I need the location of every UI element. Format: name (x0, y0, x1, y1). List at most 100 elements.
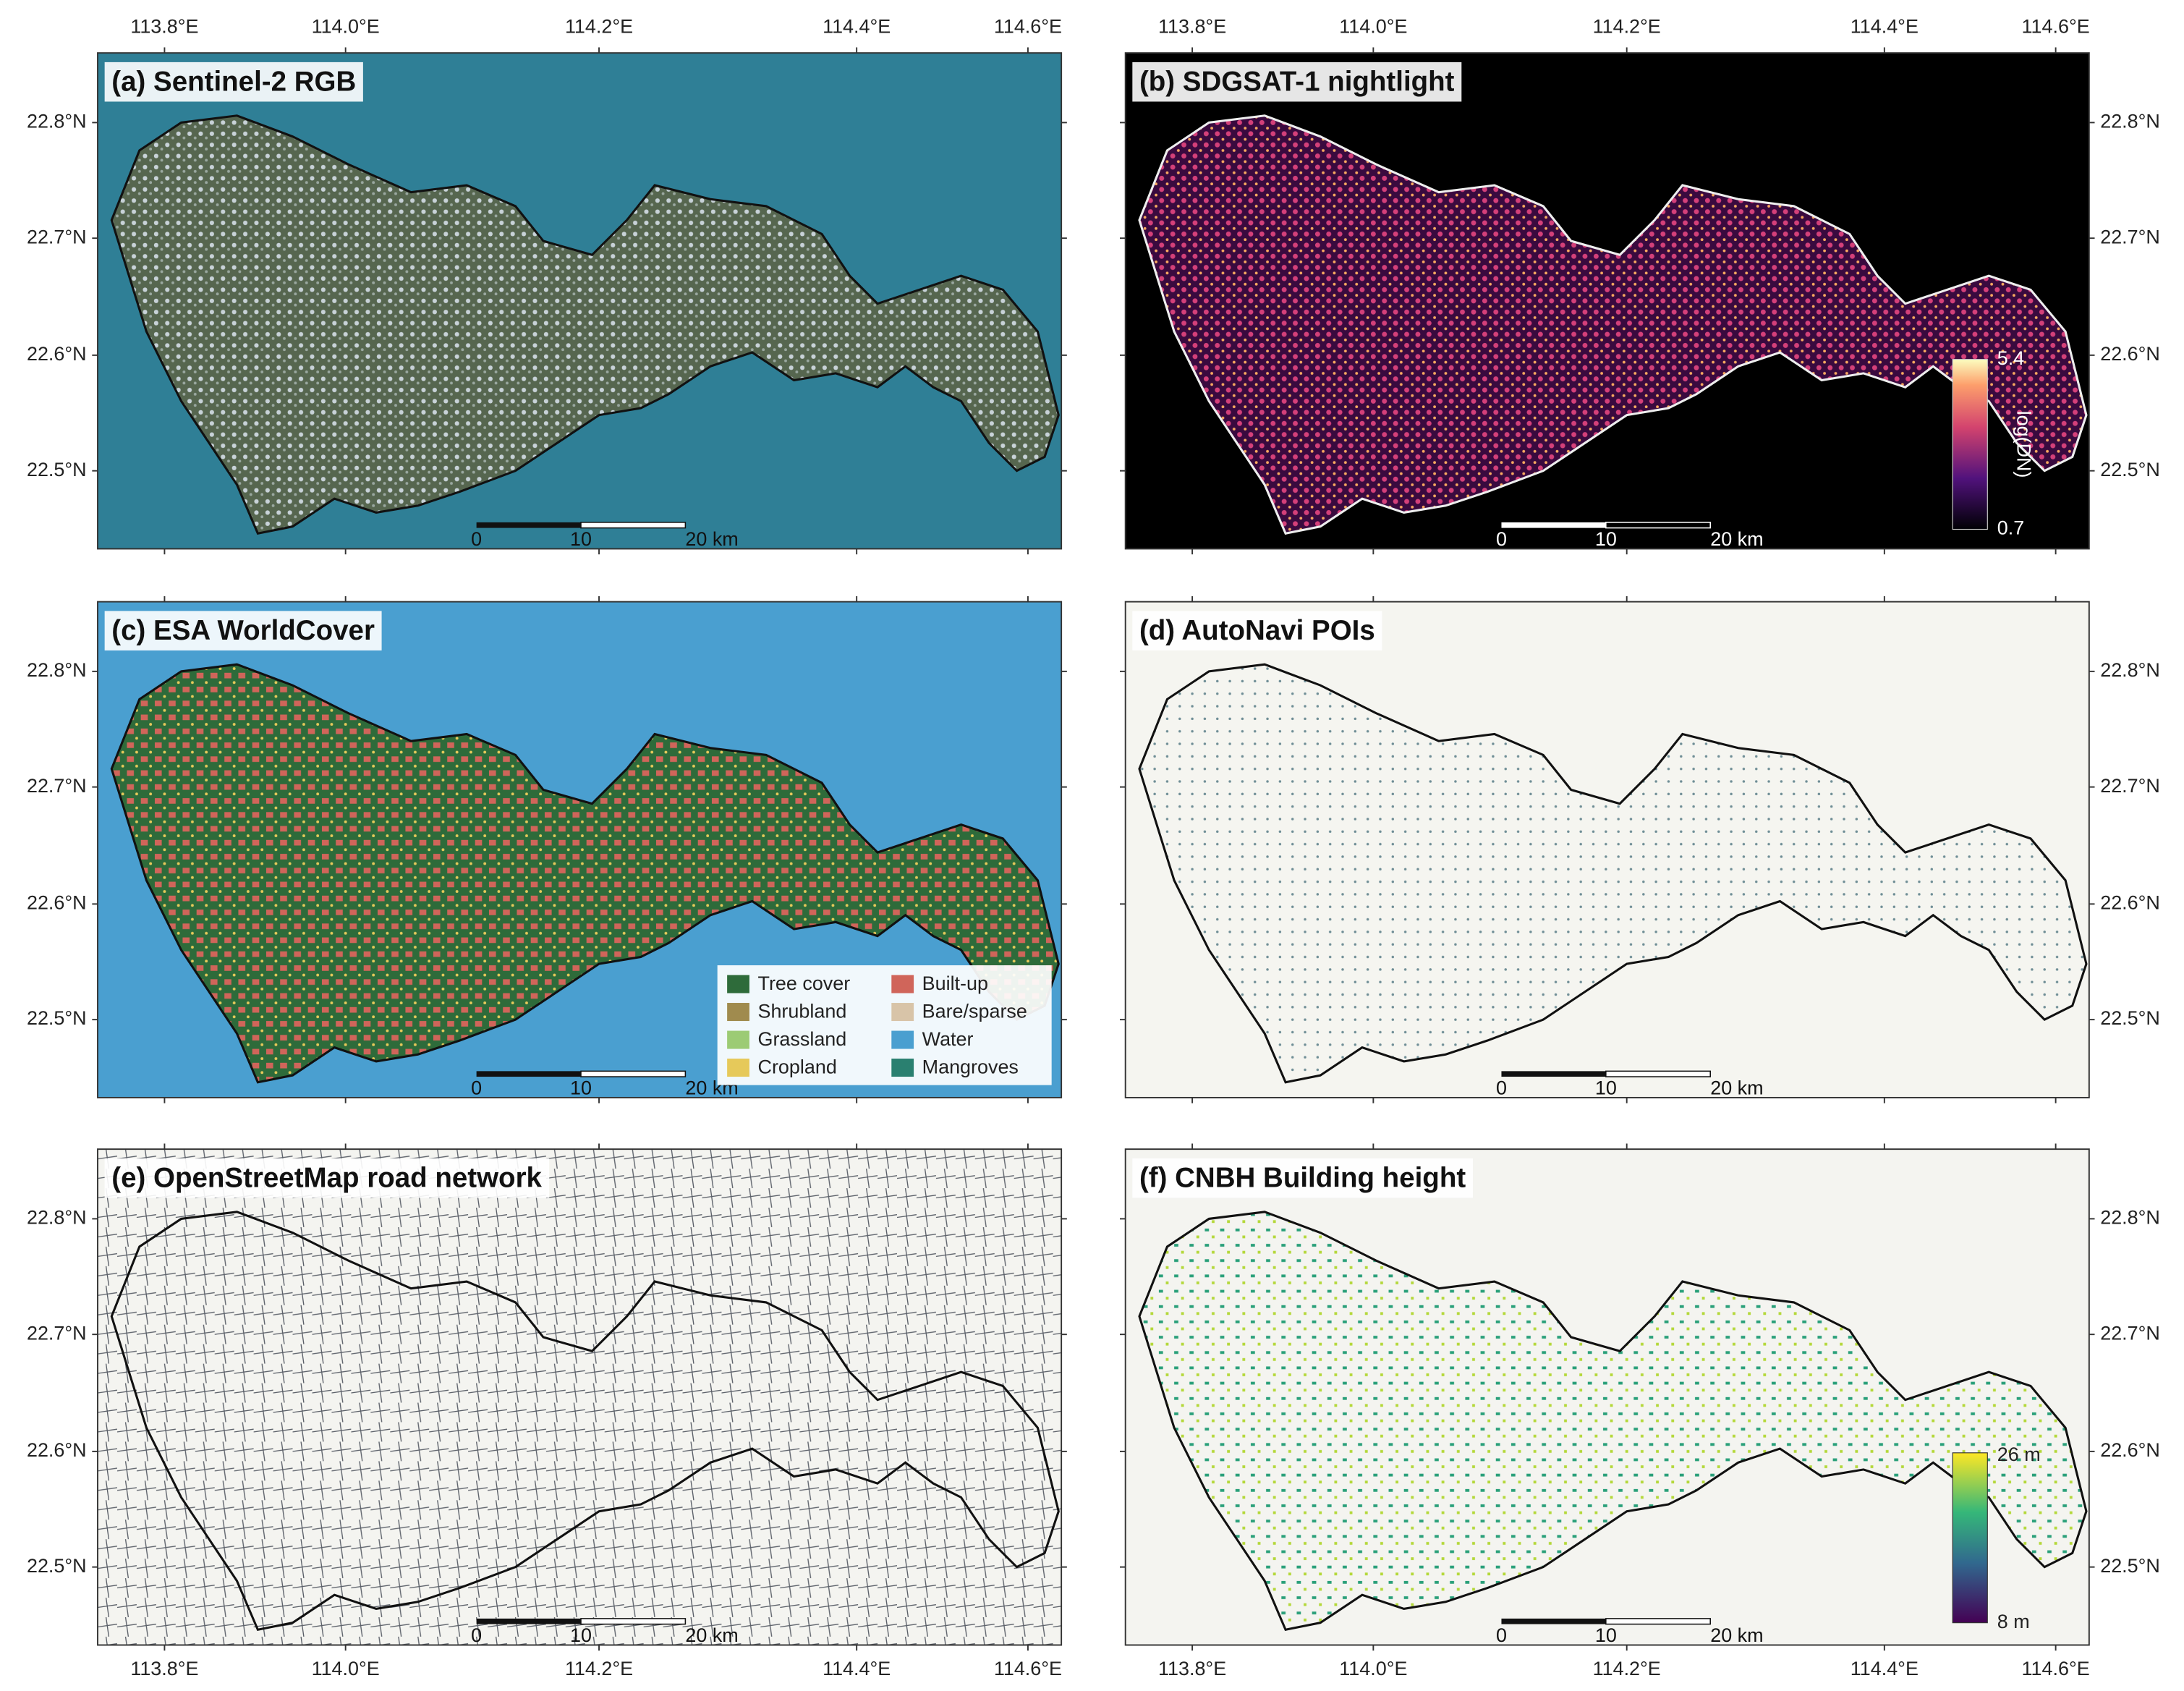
scale-bar-label: 0 (471, 1077, 482, 1099)
colorbar-min: 0.7 (1997, 517, 2024, 539)
scale-bar-label: 10 (570, 1624, 592, 1646)
y-tick-label: 22.5°N (27, 1555, 87, 1577)
map-panel: (a) Sentinel-2 RGB 113.8°E 114.0°E 114.2°E 1… (27, 16, 1067, 555)
legend-label: Cropland (757, 1056, 836, 1078)
panel-title: (e) OpenStreetMap road network (111, 1163, 542, 1194)
scale-bar-label: 10 (1595, 528, 1617, 550)
map-panel: (e) OpenStreetMap road network 113.8°E 114… (27, 1143, 1067, 1679)
title-box (1132, 611, 1382, 650)
frame (97, 52, 1063, 550)
title-box (104, 611, 382, 650)
y-tick-label: 22.7°N (27, 775, 87, 797)
legend-swatch (891, 1003, 914, 1022)
legend-swatch (891, 1030, 914, 1049)
panel-title: (b) SDGSAT-1 nightlight (1139, 67, 1455, 98)
frame (1124, 601, 2090, 1098)
y-tick-label: 22.6°N (27, 1439, 87, 1461)
overlays: Tree cover Shrubland Grassland Cropland Buil… (717, 347, 2041, 1632)
y-tick-label: 22.8°N (2100, 659, 2160, 681)
y-tick-label: 22.5°N (2100, 1007, 2160, 1029)
scale-bar-segment (1605, 522, 1711, 529)
colorbar-min: 8 m (1997, 1611, 2030, 1632)
x-tick-label: 114.0°E (312, 1658, 380, 1679)
x-tick-label: 114.0°E (1339, 16, 1407, 38)
y-tick-label: 22.6°N (2100, 1439, 2160, 1461)
y-tick-label: 22.7°N (2100, 226, 2160, 247)
x-tick-label: 113.8°E (130, 1658, 198, 1679)
y-tick-label: 22.5°N (2100, 1555, 2160, 1577)
frame (1124, 52, 2090, 550)
frame (97, 601, 1063, 1098)
x-tick-label: 113.8°E (1158, 1658, 1226, 1679)
scale-bar-label: 20 km (685, 528, 738, 550)
legend-label: Mangroves (922, 1056, 1019, 1078)
scale-bar-label: 20 km (1710, 1077, 1763, 1099)
scale-bar-segment (1605, 1070, 1711, 1077)
scale-bar-label: 20 km (1710, 1624, 1763, 1646)
scale-bar-segment (476, 1071, 582, 1077)
y-tick-label: 22.5°N (27, 1007, 87, 1029)
x-tick-label: 114.4°E (1851, 16, 1919, 38)
y-tick-label: 22.6°N (2100, 343, 2160, 365)
x-tick-label: 114.0°E (1339, 1658, 1407, 1679)
panel-title: (a) Sentinel-2 RGB (111, 67, 356, 98)
scale-bar-label: 20 km (685, 1624, 738, 1646)
y-tick-label: 22.8°N (27, 111, 87, 132)
scale-bar-label: 0 (1496, 528, 1507, 550)
scale-bar-segment (1501, 1618, 1606, 1624)
scale-bar-segment (1501, 1071, 1606, 1077)
y-tick-label: 22.8°N (27, 1207, 87, 1229)
scale-bar-segment (580, 522, 687, 529)
x-tick-label: 114.6°E (994, 16, 1062, 38)
legend-label: Grassland (757, 1028, 846, 1050)
colorbar-max: 5.4 (1997, 347, 2024, 369)
y-tick-label: 22.8°N (2100, 1207, 2160, 1229)
legend-box (717, 965, 1052, 1085)
x-tick-label: 114.4°E (823, 16, 891, 38)
scale-bar-label: 10 (570, 1077, 592, 1099)
x-tick-label: 114.2°E (565, 16, 633, 38)
scale-bar-label: 0 (471, 1624, 482, 1646)
scale-bar-segment (476, 522, 582, 528)
x-tick-label: 114.4°E (1851, 1658, 1919, 1679)
y-tick-label: 22.6°N (2100, 891, 2160, 913)
scale-bar-segment (1501, 522, 1606, 528)
title-box (1132, 1158, 1473, 1198)
y-tick-label: 22.5°N (27, 459, 87, 480)
frame (1124, 1148, 2090, 1646)
panel-title: (f) CNBH Building height (1139, 1163, 1466, 1194)
x-tick-label: 113.8°E (1158, 16, 1226, 38)
x-tick-label: 114.4°E (823, 1658, 891, 1679)
x-tick-label: 114.2°E (1593, 16, 1661, 38)
scale-bar-segment (580, 1618, 687, 1625)
scale-bar-label: 0 (471, 528, 482, 550)
y-tick-label: 22.8°N (2100, 111, 2160, 132)
legend-swatch (727, 1030, 749, 1049)
y-tick-label: 22.6°N (27, 891, 87, 913)
scale-bar-label: 20 km (1710, 528, 1763, 550)
map-panel: (f) CNBH Building height 113.8°E 114.0°E 11… (1120, 1143, 2160, 1679)
colorbar (1952, 1452, 1988, 1624)
legend-label: Shrubland (757, 1001, 846, 1022)
panel-title: (c) ESA WorldCover (111, 615, 375, 646)
legend-label: Tree cover (757, 972, 850, 994)
scale-bar-label: 10 (1595, 1624, 1617, 1646)
y-tick-label: 22.7°N (2100, 775, 2160, 797)
scale-bar-label: 10 (570, 528, 592, 550)
map-panels: (a) Sentinel-2 RGB 113.8°E 114.0°E 114.2°E 1… (27, 16, 2160, 1680)
scale-bar-label: 0 (1496, 1077, 1507, 1099)
legend-label: Bare/sparse (922, 1001, 1027, 1022)
x-tick-label: 114.0°E (312, 16, 380, 38)
title-box (104, 1158, 550, 1198)
x-tick-label: 114.6°E (2022, 1658, 2090, 1679)
y-tick-label: 22.7°N (27, 1322, 87, 1344)
legend-label: Water (922, 1028, 974, 1050)
y-tick-label: 22.7°N (2100, 1322, 2160, 1344)
y-tick-label: 22.6°N (27, 343, 87, 365)
legend-label: Built-up (922, 972, 988, 994)
y-tick-label: 22.8°N (27, 659, 87, 681)
colorbar (1952, 359, 1988, 530)
scale-bar-segment (1605, 1618, 1711, 1625)
title-box (104, 62, 363, 102)
